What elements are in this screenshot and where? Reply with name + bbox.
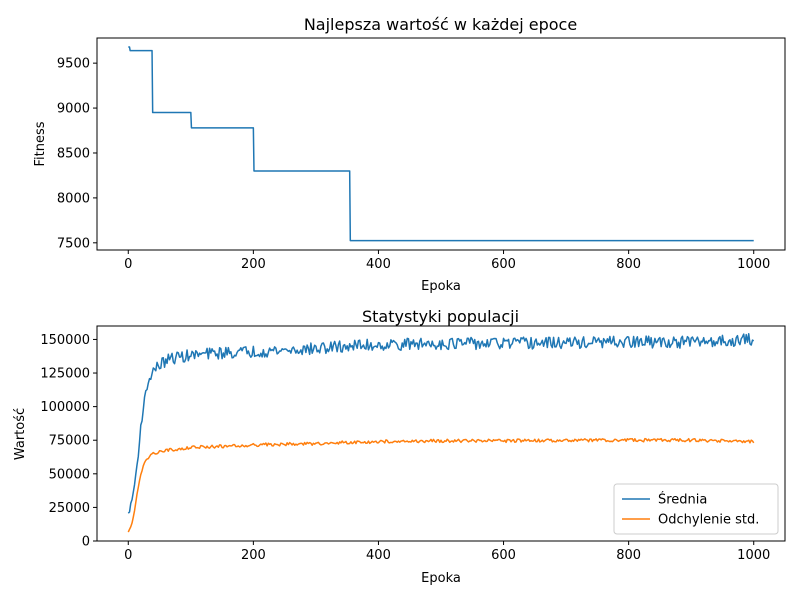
chart-2-series-2-line: [127, 437, 755, 533]
x-tick-label: 400: [366, 257, 391, 272]
chart-2-legend: Średnia Odchylenie std.: [613, 483, 779, 535]
x-tick-label: 800: [616, 257, 641, 272]
legend-label: Średnia: [658, 492, 707, 508]
y-tick-label: 25000: [49, 501, 90, 516]
y-tick-label: 125000: [40, 367, 90, 382]
chart-2-x-ticks: 0 200 400 600 800 1000: [124, 541, 770, 563]
chart-2-series-1-line: [127, 332, 755, 514]
chart-2-x-axis-label: Epoka: [421, 571, 461, 586]
chart-1-series: [128, 46, 754, 242]
legend-label: Odchylenie std.: [658, 513, 759, 528]
y-tick-label: 8000: [57, 191, 90, 206]
x-tick-label: 800: [616, 548, 641, 563]
legend-box: [613, 483, 779, 535]
x-tick-label: 200: [241, 257, 266, 272]
chart-population-stats: Statystyki populacji 0 200 400 600 800 1000 0…: [13, 307, 786, 586]
y-tick-label: 50000: [49, 467, 90, 482]
chart-2-y-ticks: 0 25000 50000 75000 100000 125000 150000: [40, 333, 97, 550]
x-tick-label: 200: [241, 548, 266, 563]
chart-1-y-axis-label: Fitness: [33, 121, 48, 166]
chart-1-y-ticks: 7500 8000 8500 9000 9500: [57, 57, 97, 251]
x-tick-label: 400: [366, 548, 391, 563]
chart-1-series-1-line: [128, 46, 754, 242]
chart-1-title: Najlepsza wartość w każdej epoce: [304, 15, 577, 34]
y-tick-label: 9000: [57, 102, 90, 117]
y-tick-label: 0: [82, 535, 90, 550]
chart-2-y-axis-label: Wartość: [13, 408, 28, 460]
x-tick-label: 0: [124, 548, 132, 563]
y-tick-label: 150000: [40, 333, 90, 348]
x-tick-label: 0: [124, 257, 132, 272]
chart-best-fitness: Najlepsza wartość w każdej epoce 0 200 400…: [33, 15, 786, 294]
chart-1-x-ticks: 0 200 400 600 800 1000: [124, 250, 770, 272]
y-tick-label: 8500: [57, 146, 90, 161]
chart-2-series: [127, 332, 755, 533]
x-tick-label: 600: [491, 257, 516, 272]
x-tick-label: 1000: [737, 548, 770, 563]
x-tick-label: 1000: [737, 257, 770, 272]
y-tick-label: 75000: [49, 434, 90, 449]
chart-2-plot-frame: [96, 325, 786, 542]
chart-1-x-axis-label: Epoka: [421, 279, 461, 294]
x-tick-label: 600: [491, 548, 516, 563]
y-tick-label: 9500: [57, 57, 90, 72]
y-tick-label: 7500: [57, 236, 90, 251]
chart-1-plot-frame: [96, 37, 786, 251]
y-tick-label: 100000: [40, 400, 90, 415]
chart-2-title: Statystyki populacji: [362, 307, 519, 326]
